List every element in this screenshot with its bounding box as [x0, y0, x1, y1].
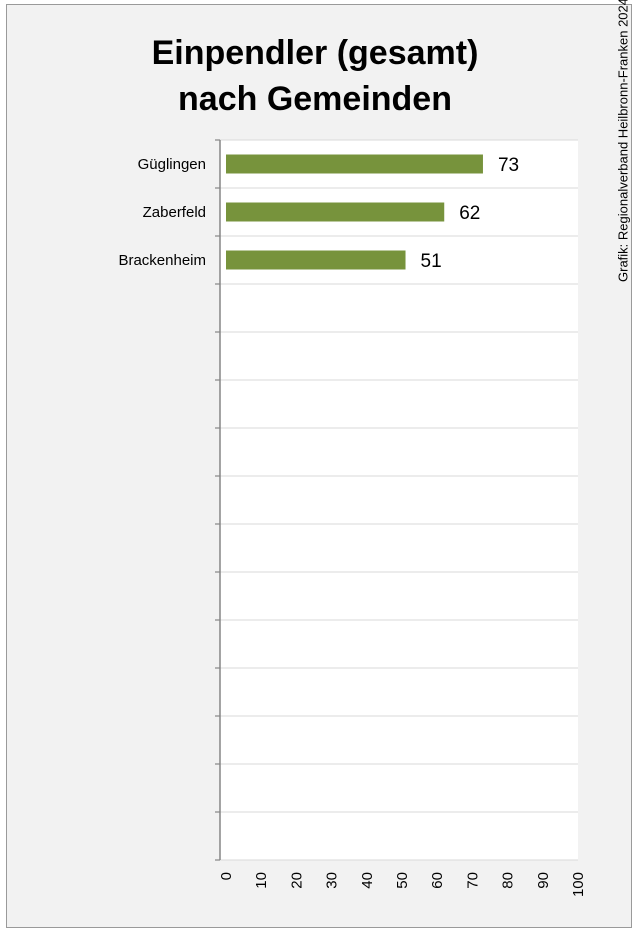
- x-tick-label: 10: [253, 872, 270, 889]
- x-tick-label: 30: [324, 872, 341, 889]
- x-tick-label: 20: [288, 872, 305, 889]
- x-tick-label: 0: [218, 872, 235, 880]
- chart-title: Einpendler (gesamt) nach Gemeinden: [0, 30, 630, 122]
- x-tick-label: 90: [535, 872, 552, 889]
- bar: [226, 154, 483, 174]
- category-label: Brackenheim: [118, 252, 206, 269]
- x-tick-label: 70: [464, 872, 481, 889]
- value-label: 62: [459, 203, 480, 224]
- x-tick-label: 100: [570, 872, 587, 897]
- chart-title-line-1: Einpendler (gesamt): [151, 34, 479, 72]
- bar: [226, 202, 445, 222]
- x-tick-label: 60: [429, 872, 446, 889]
- bar: [226, 250, 406, 270]
- category-labels: Güglingen Zaberfeld Brackenheim: [118, 156, 206, 269]
- chart-title-line-2: nach Gemeinden: [178, 80, 452, 118]
- x-tick-label: 80: [500, 872, 517, 889]
- category-label: Güglingen: [138, 156, 206, 173]
- x-tick-labels: 0 10 20 30 40 50 60 70 80 90 100: [218, 872, 587, 897]
- plot-area: [220, 140, 578, 860]
- value-label: 51: [421, 251, 442, 272]
- x-tick-label: 40: [359, 872, 376, 889]
- x-tick-label: 50: [394, 872, 411, 889]
- category-label: Zaberfeld: [143, 204, 206, 221]
- value-labels: 73 62 51: [421, 155, 520, 272]
- grid-lines: [215, 139, 578, 861]
- value-label: 73: [498, 155, 519, 176]
- bars: [226, 154, 483, 270]
